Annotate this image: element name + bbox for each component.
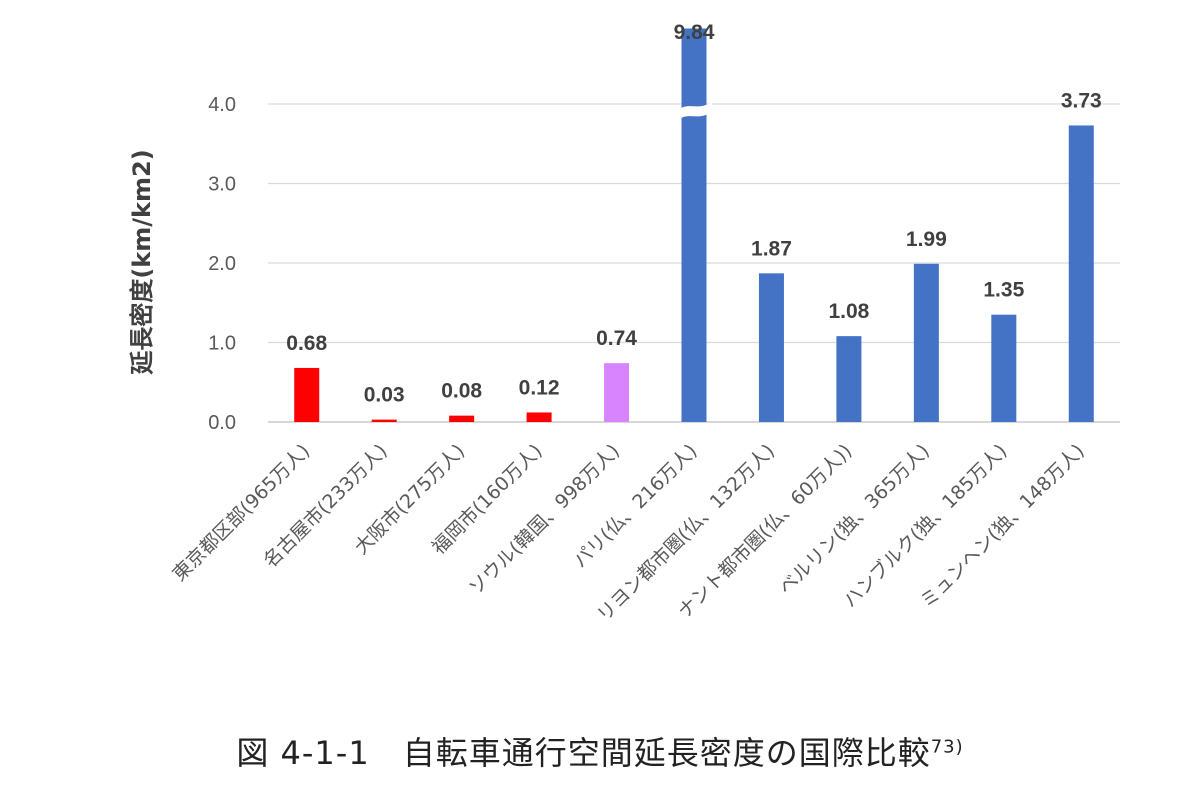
bar — [1068, 125, 1094, 422]
data-label: 0.74 — [596, 327, 637, 350]
category-labels: 東京都区部(965万人)名古屋市(233万人)大阪市(275万人)福岡市(160… — [169, 439, 1089, 626]
caption-reference: 73) — [930, 736, 964, 758]
y-axis-label: 延長密度(km/km2) — [128, 149, 156, 375]
y-tick-label: 2.0 — [208, 253, 236, 275]
bar — [449, 415, 475, 422]
bar — [991, 314, 1017, 422]
caption-text: 図 4-1-1 自転車通行空間延長密度の国際比較 — [236, 734, 931, 772]
bar — [604, 363, 630, 422]
category-label: ソウル(韓国、998万人) — [465, 440, 624, 599]
bar — [681, 28, 707, 422]
data-label: 9.84 — [674, 21, 715, 44]
data-label: 0.08 — [441, 380, 482, 403]
bars — [294, 28, 1094, 422]
data-label: 1.08 — [828, 300, 869, 323]
data-label: 1.99 — [906, 228, 947, 251]
category-label: ベルリン(独、365万人) — [775, 440, 934, 599]
bar-chart: 0.0 1.0 2.0 3.0 4.0 0.68 0.03 0.08 0.12 0.74 9.84… — [128, 21, 1120, 626]
category-label: 東京都区部(965万人) — [169, 440, 315, 586]
y-tick-label: 0.0 — [208, 412, 236, 434]
data-label: 3.73 — [1061, 89, 1102, 112]
category-label: ハンブルク(独、185万人) — [838, 439, 1011, 612]
data-labels: 0.68 0.03 0.08 0.12 0.74 9.84 1.87 1.08 1.99 1.35… — [286, 21, 1101, 407]
bar — [526, 412, 552, 422]
y-tick-labels: 0.0 1.0 2.0 3.0 4.0 — [208, 94, 236, 434]
data-label: 1.87 — [751, 237, 792, 260]
data-label: 0.03 — [364, 384, 405, 407]
y-tick-label: 3.0 — [208, 174, 236, 196]
bar — [836, 336, 862, 422]
y-tick-label: 4.0 — [208, 94, 236, 116]
axis-break-mark — [676, 101, 712, 122]
bar — [371, 419, 397, 422]
y-tick-label: 1.0 — [208, 333, 236, 355]
category-label: ミュンヘン(独、148万人) — [916, 440, 1089, 613]
data-label: 0.68 — [286, 332, 327, 355]
figure-caption: 図 4-1-1 自転車通行空間延長密度の国際比較73) — [0, 728, 1200, 774]
data-label: 1.35 — [983, 279, 1024, 302]
bar — [294, 367, 320, 422]
bar — [758, 273, 784, 422]
bar — [913, 263, 939, 422]
data-label: 0.12 — [519, 376, 560, 399]
